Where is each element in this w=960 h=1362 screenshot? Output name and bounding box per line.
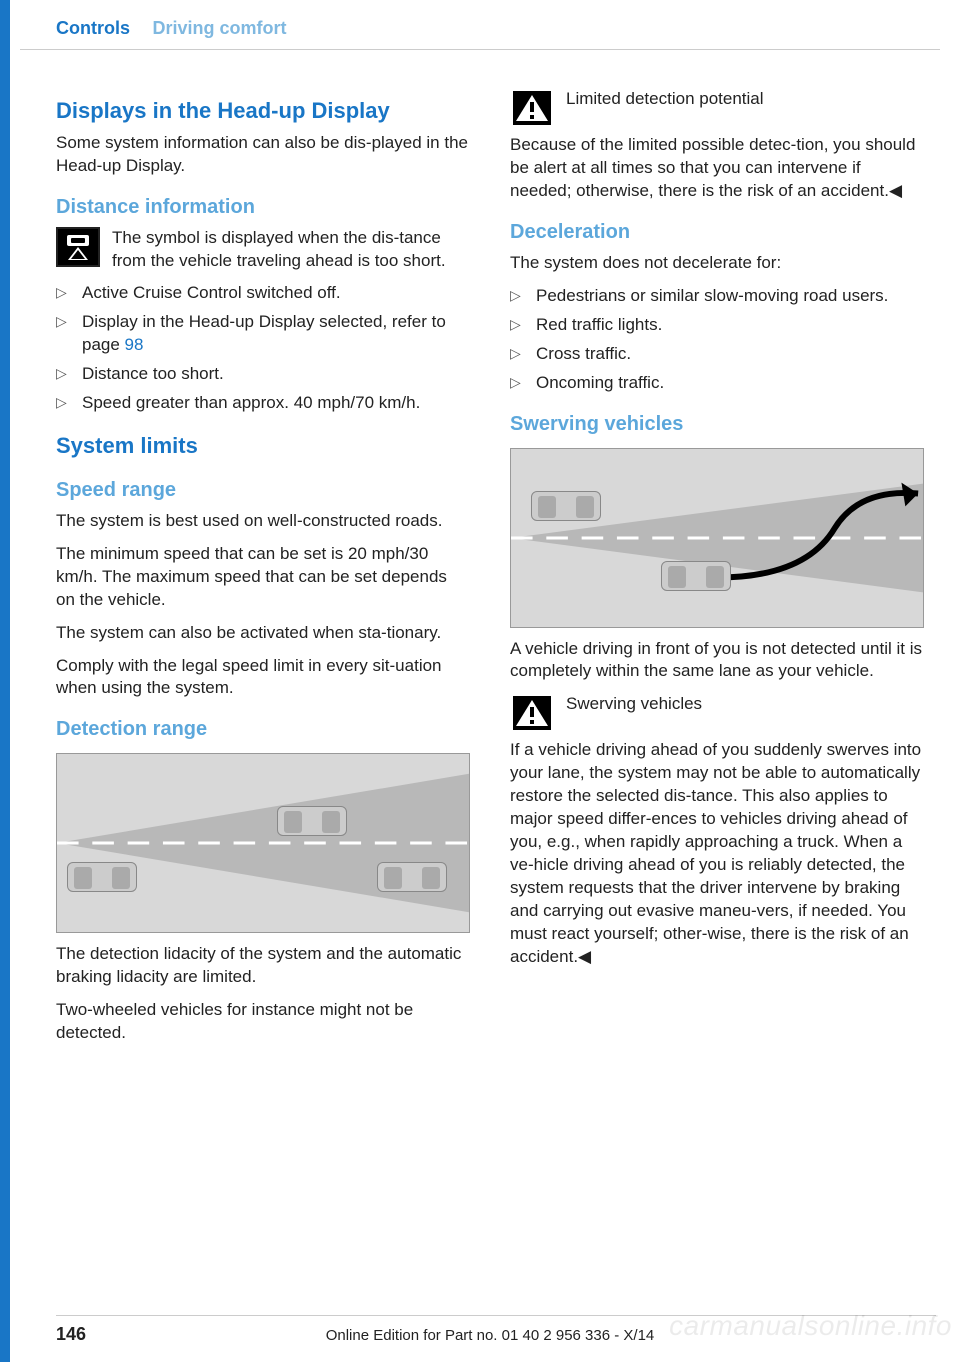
- list-item: Oncoming traffic.: [510, 372, 924, 395]
- p-speed-1: The system is best used on well-construc…: [56, 510, 470, 533]
- list-item: Cross traffic.: [510, 343, 924, 366]
- p-speed-2: The minimum speed that can be set is 20 …: [56, 543, 470, 612]
- page-header: Controls Driving comfort: [20, 0, 940, 50]
- header-section: Controls: [56, 18, 130, 38]
- warning-limited-detection: Limited detection potential Because of t…: [510, 88, 924, 203]
- list-item: Active Cruise Control switched off.: [56, 282, 470, 305]
- heading-system-limits: System limits: [56, 431, 470, 461]
- header-subsection: Driving comfort: [152, 18, 286, 38]
- list-item: Display in the Head-up Display selected,…: [56, 311, 470, 357]
- car-icon: [277, 806, 347, 836]
- distance-icon-text: The symbol is displayed when the dis‐tan…: [112, 227, 470, 273]
- list-item: Speed greater than approx. 40 mph/70 km/…: [56, 392, 470, 415]
- car-icon: [531, 491, 601, 521]
- warning-body: Because of the limited possible detec‐ti…: [510, 134, 924, 203]
- detection-range-diagram: [56, 753, 470, 933]
- page-number: 146: [56, 1324, 86, 1344]
- warning-swerving: Swerving vehicles If a vehicle driving a…: [510, 693, 924, 968]
- heading-speed-range: Speed range: [56, 477, 470, 504]
- swerving-diagram: [510, 448, 924, 628]
- left-column: Displays in the Head-up Display Some sys…: [56, 80, 470, 1055]
- heading-deceleration: Deceleration: [510, 219, 924, 246]
- content-area: Displays in the Head-up Display Some sys…: [0, 50, 960, 1055]
- p-detect-2: Two-wheeled vehicles for instance might …: [56, 999, 470, 1045]
- right-column: Limited detection potential Because of t…: [510, 80, 924, 1055]
- watermark: carmanualsonline.info: [669, 1310, 952, 1342]
- warning-body: If a vehicle driving ahead of you sudden…: [510, 739, 924, 968]
- p-detect-1: The detection lidacity of the system and…: [56, 943, 470, 989]
- warning-icon: [510, 88, 554, 128]
- distance-bullets: Active Cruise Control switched off. Disp…: [56, 282, 470, 415]
- left-blue-bar: [0, 0, 10, 1362]
- list-item: Distance too short.: [56, 363, 470, 386]
- heading-swerving-vehicles: Swerving vehicles: [510, 411, 924, 438]
- page-ref-link[interactable]: 98: [125, 335, 144, 354]
- p-swerv: A vehicle driving in front of you is not…: [510, 638, 924, 684]
- p-speed-3: The system can also be activated when st…: [56, 622, 470, 645]
- warning-title: Limited detection potential: [566, 88, 764, 111]
- list-item: Pedestrians or similar slow-moving road …: [510, 285, 924, 308]
- warning-title: Swerving vehicles: [566, 693, 702, 716]
- p-speed-4: Comply with the legal speed limit in eve…: [56, 655, 470, 701]
- car-icon: [377, 862, 447, 892]
- decel-bullets: Pedestrians or similar slow-moving road …: [510, 285, 924, 395]
- warning-icon: [510, 693, 554, 733]
- heading-distance-info: Distance information: [56, 194, 470, 221]
- car-icon: [67, 862, 137, 892]
- car-icon: [661, 561, 731, 591]
- distance-warning-icon: [56, 227, 100, 267]
- heading-detection-range: Detection range: [56, 716, 470, 743]
- list-item: Red traffic lights.: [510, 314, 924, 337]
- p-hud-intro: Some system information can also be dis‐…: [56, 132, 470, 178]
- p-decel: The system does not decelerate for:: [510, 252, 924, 275]
- distance-icon-row: The symbol is displayed when the dis‐tan…: [56, 227, 470, 273]
- heading-displays-hud: Displays in the Head-up Display: [56, 96, 470, 126]
